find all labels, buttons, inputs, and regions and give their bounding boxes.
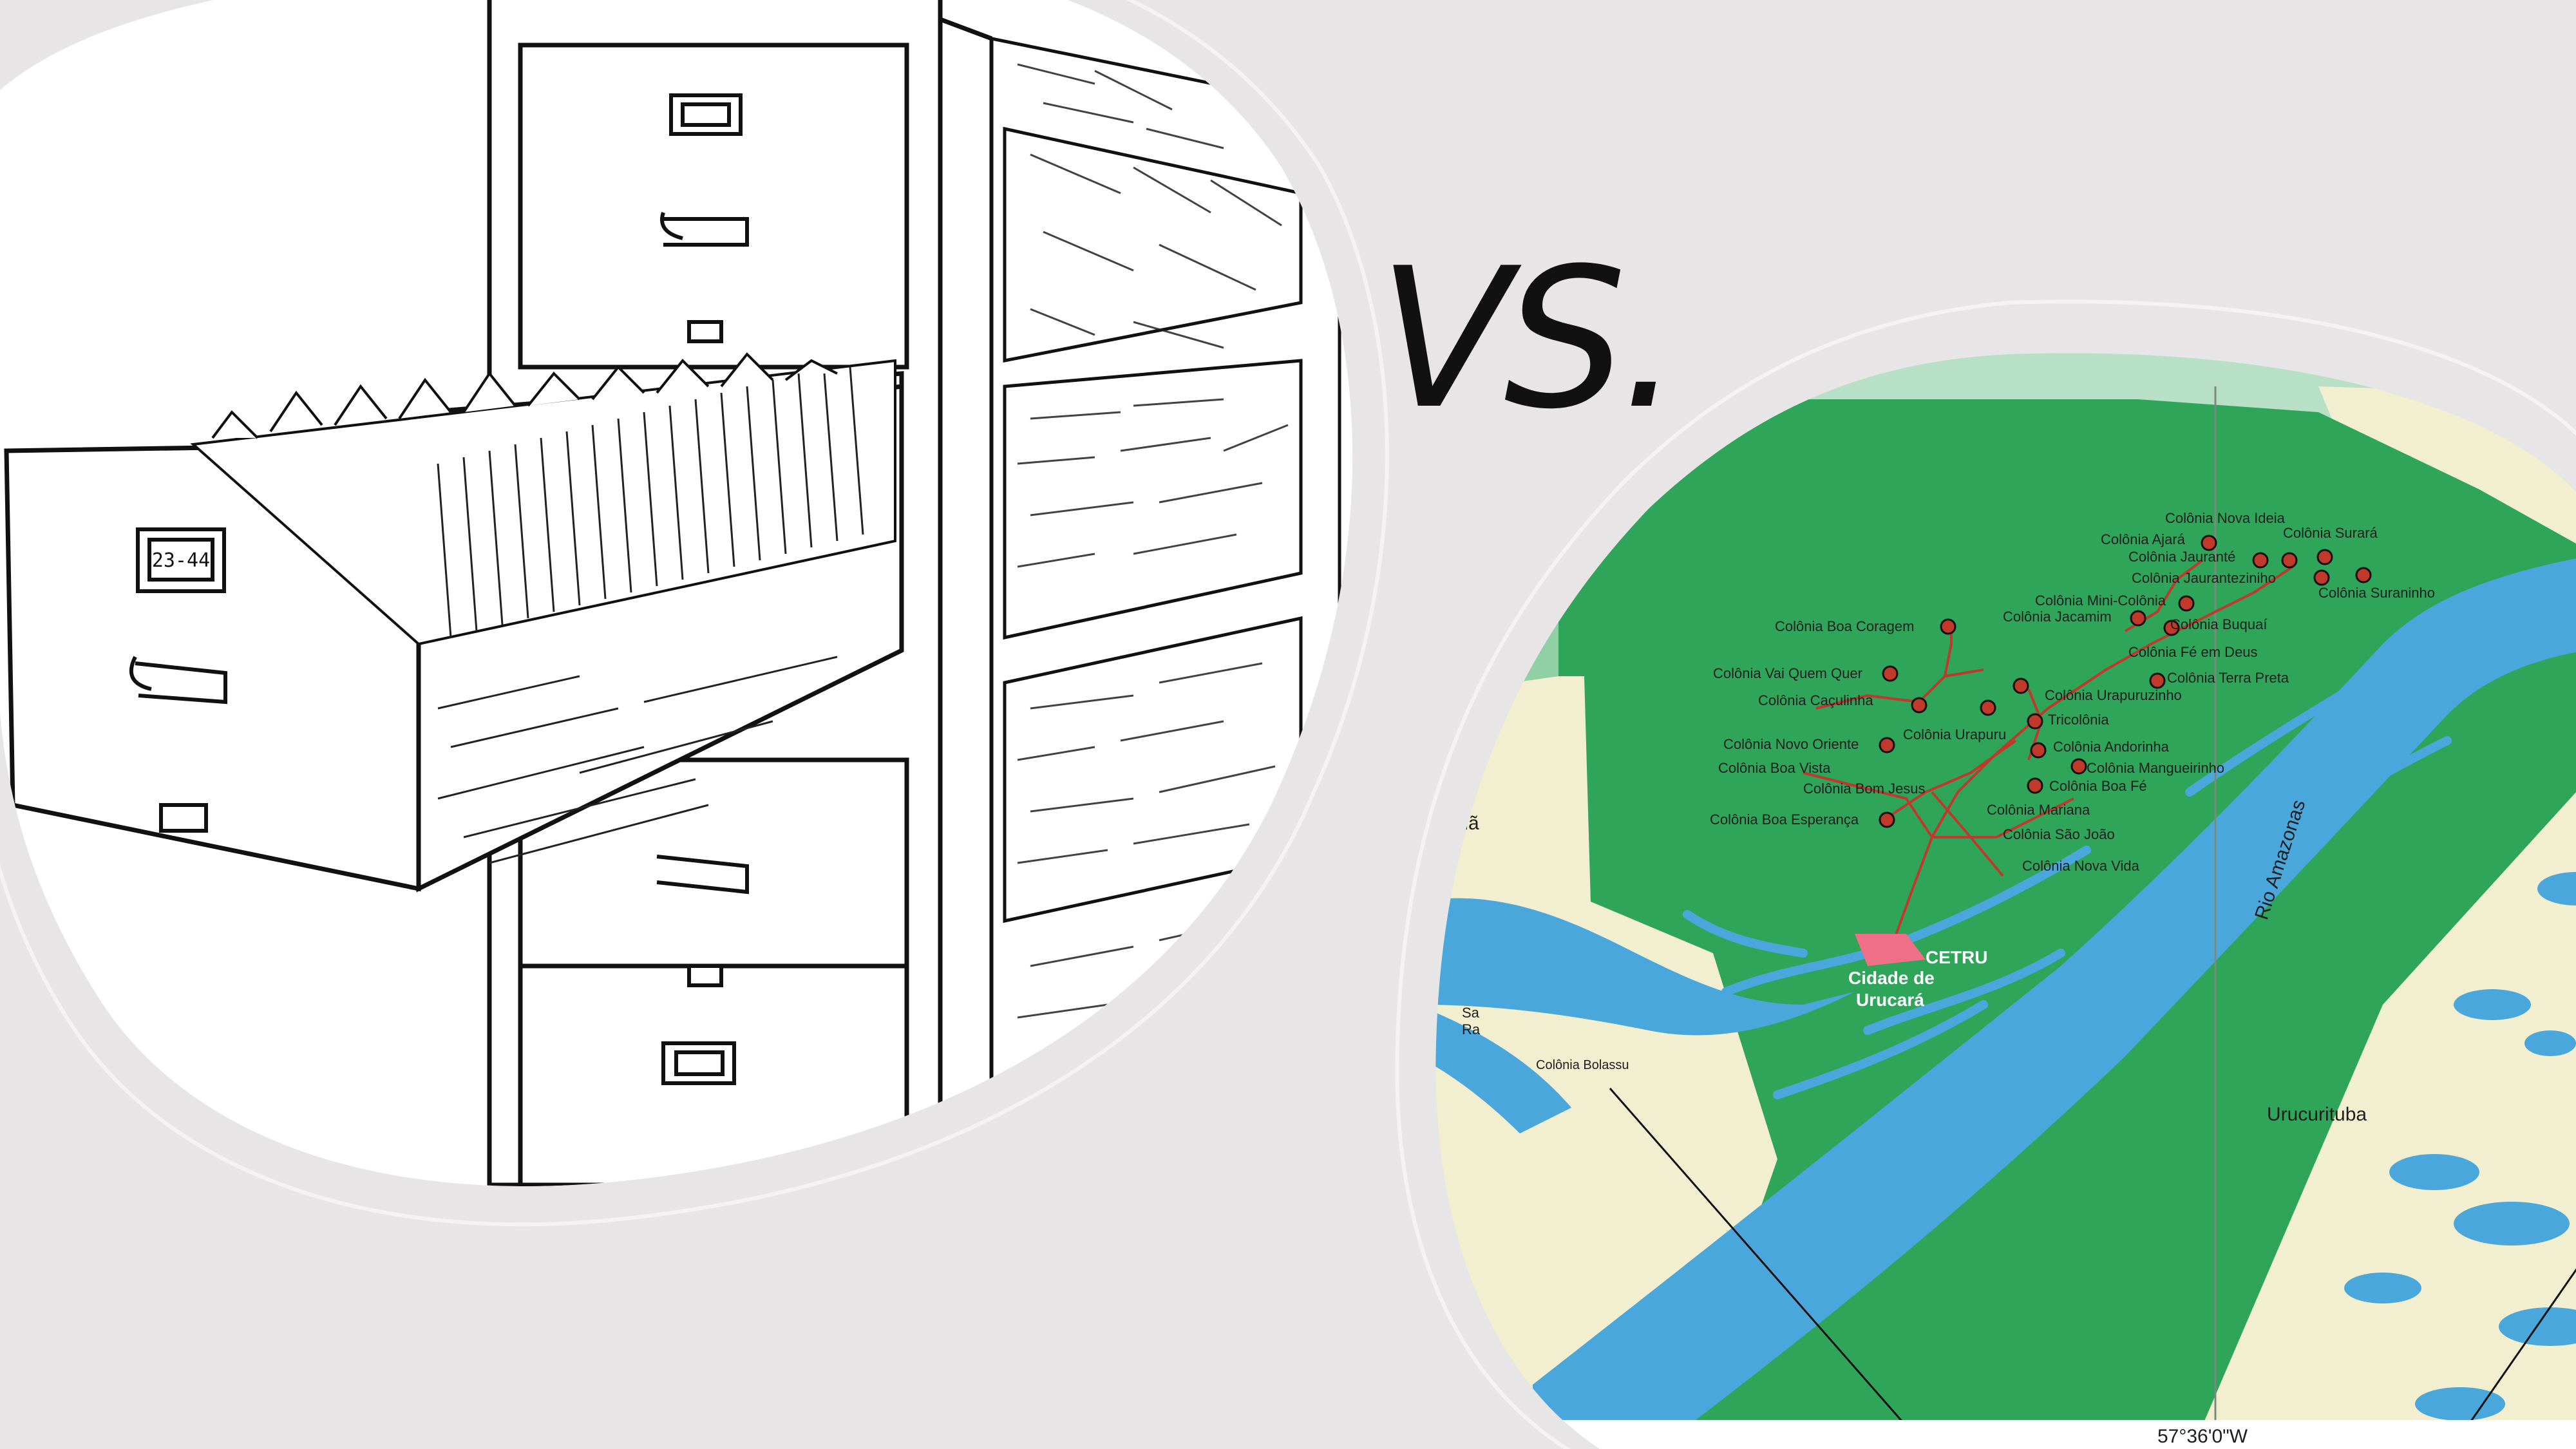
colony-label-13: Colônia Caçulinha [1758,692,1873,708]
colony-labels: Colônia Nova Ideia Colônia Ajará Colônia… [1710,510,2435,874]
colony-label-11: Colônia Vai Quem Quer [1713,665,1862,681]
colony-label-8: Colônia Suraninho [2318,585,2435,601]
colony-label-12: Colônia Terra Preta [2167,670,2289,686]
map-land [1435,676,1777,1449]
colony-markers [1879,535,2372,828]
city-label-line1: Cidade de [1848,968,1935,988]
colony-label-24: Colônia Boa Esperança [1710,811,1859,828]
right-blob-outline [1395,299,2576,1449]
colony-label-16: Colônia Urapuru [1903,726,2006,743]
urucurituba-label: Urucurituba [2267,1104,2367,1125]
colony-label-21: Colônia Bom Jesus [1803,781,1926,797]
colony-label-25: Colônia São João [2003,826,2115,842]
colony-label-1: Colônia Ajará [2101,531,2186,547]
coordinate-label: 57°36'0"W [2157,1426,2248,1447]
colony-label-10: Colônia Fé em Deus [2128,644,2258,660]
colony-label-5: Colônia Mini-Colônia [2035,592,2166,609]
city-label-line2: Urucará [1856,990,1924,1010]
left-place2-line1: Sa [1462,1005,1480,1021]
left-place-label: tumã [1436,813,1479,834]
amazon-river [1533,547,2576,1449]
colony-label-9: Colônia Boa Coragem [1775,618,1914,634]
colony-label-18: Colônia Andorinha [2053,739,2170,755]
vs-heading: VS. [1378,227,1675,451]
urucara-city [1855,934,1926,966]
road-network [1803,559,2294,960]
colony-label-3: Colônia Surará [2283,525,2378,541]
colony-label-2: Colônia Jauranté [2128,549,2235,565]
left-blob-outline [0,0,1389,1227]
colony-label-0: Colônia Nova Ideia [2165,510,2286,526]
colony-label-4: Colônia Jauranteziniho [2132,570,2276,586]
colony-label-22: Colônia Boa Fé [2049,778,2147,794]
drawer-tag: 23-44 [152,549,210,572]
map-coordinate-strip [1435,1420,2576,1449]
colony-bolassu-label: Colônia Bolassu [1536,1058,1629,1072]
colony-label-19: Colônia Boa Vista [1718,760,1831,776]
filing-cabinet-image: 23-44 [0,0,1353,1186]
colony-label-15: Tricolônia [2048,712,2109,728]
map-image: Colônia Nova Ideia Colônia Ajará Colônia… [1435,353,2576,1449]
colony-label-17: Colônia Novo Oriente [1723,736,1859,752]
colony-label-14: Colônia Urapuruzinho [2045,687,2182,703]
colony-label-7: Colônia Buquaí [2170,616,2267,632]
colony-label-6: Colônia Jacamim [2003,609,2112,625]
cetru-label: CETRU [1926,947,1987,967]
left-place2-line2: Ra [1462,1021,1481,1037]
colony-label-20: Colônia Mangueirinho [2087,760,2224,776]
colony-label-23: Colônia Mariana [1987,802,2090,818]
colony-label-26: Colônia Nova Vida [2022,858,2140,874]
